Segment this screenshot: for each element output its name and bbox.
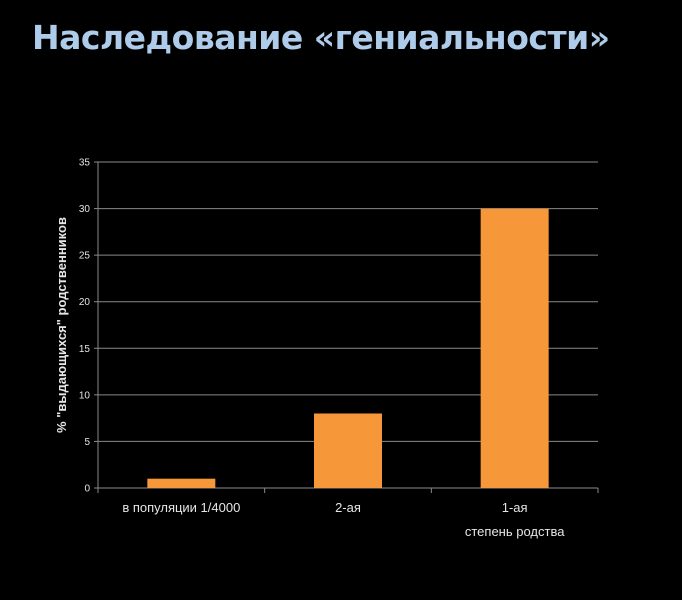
y-axis-title: % "выдающихся" родственников [54, 217, 69, 433]
y-tick-label: 10 [79, 390, 91, 401]
slide-title: Наследование «гениальности» [32, 18, 610, 57]
y-tick-label: 30 [79, 204, 91, 215]
bar [147, 478, 216, 488]
y-tick-label: 20 [79, 297, 91, 308]
y-tick-label: 35 [79, 158, 91, 169]
x-category-label: 2-ая [335, 500, 361, 515]
labels: 0 5 10 15 20 25 30 35 в популяции 1/4000 2-ая 1-ая… [54, 158, 565, 540]
bar [314, 413, 382, 488]
y-tick-label: 15 [79, 344, 91, 355]
y-tick-label: 0 [84, 484, 90, 495]
bar [480, 208, 549, 489]
bars [147, 208, 549, 489]
y-tick-label: 25 [79, 251, 91, 262]
y-tick-label: 5 [84, 437, 90, 448]
x-category-label: 1-ая [502, 500, 528, 515]
x-axis-title: степень родства [465, 524, 565, 539]
x-category-label: в популяции 1/4000 [122, 500, 240, 515]
